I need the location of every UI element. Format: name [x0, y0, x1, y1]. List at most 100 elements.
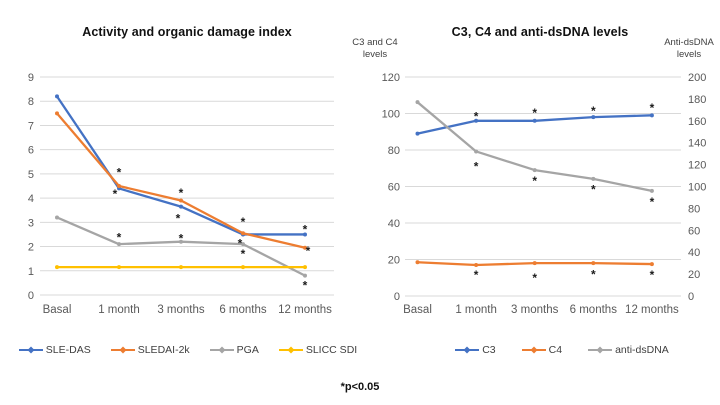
x-category-label: 6 months	[570, 304, 618, 316]
data-point-SLEDAI-2k	[55, 111, 59, 116]
legend-item-anti-dsDNA: anti-dsDNA	[588, 344, 669, 356]
data-point-C4	[415, 260, 420, 265]
legend-item-SLICC SDI: SLICC SDI	[278, 344, 357, 356]
right-y-tick-label: 160	[688, 116, 706, 128]
legend-label: SLEDAI-2k	[137, 344, 190, 356]
data-point-SLEDAI-2k	[179, 198, 183, 203]
significance-asterisk: *	[241, 247, 246, 261]
data-point-C4	[474, 262, 479, 267]
y-tick-label: 9	[28, 72, 34, 84]
significance-asterisk: *	[117, 165, 122, 179]
data-point-SLEDAI-2k	[241, 231, 245, 236]
significance-footnote: *p<0.05	[340, 381, 380, 393]
data-point-C3	[532, 118, 537, 123]
significance-asterisk: *	[306, 244, 311, 258]
data-point-C3	[415, 131, 420, 136]
x-category-label: 1 month	[455, 304, 497, 316]
data-point-SLICC SDI	[55, 265, 59, 270]
legend-line-swatch	[455, 346, 480, 354]
y-tick-label: 8	[28, 96, 34, 108]
y-tick-label: 2	[28, 242, 34, 254]
x-category-label: 12 months	[278, 304, 332, 316]
data-point-SLEDAI-2k	[117, 184, 121, 188]
legend-activity-chart: SLE-DAS SLEDAI-2k PGA SLICC SDI	[8, 344, 368, 356]
data-point-C4	[532, 261, 537, 266]
y-tick-label: 20	[388, 255, 400, 267]
data-point-anti-dsDNA	[415, 100, 420, 105]
data-point-PGA	[303, 273, 307, 278]
legend-label: PGA	[236, 344, 259, 356]
significance-asterisk: *	[117, 231, 122, 245]
significance-asterisk: *	[650, 195, 655, 209]
x-category-label: 3 months	[511, 304, 559, 316]
data-point-C4	[591, 261, 596, 266]
legend-line-swatch	[588, 346, 613, 354]
significance-asterisk: *	[176, 211, 181, 225]
x-category-label: 1 month	[98, 304, 140, 316]
significance-asterisk: *	[591, 182, 596, 196]
data-point-SLICC SDI	[117, 265, 121, 270]
y-tick-label: 6	[28, 145, 34, 157]
chart-title-activity-index: Activity and organic damage index	[82, 25, 292, 39]
significance-asterisk: *	[650, 101, 655, 115]
legend-line-swatch	[278, 346, 303, 354]
y-tick-label: 0	[28, 290, 34, 302]
legend-label: C4	[548, 344, 563, 356]
significance-asterisk: *	[474, 109, 479, 123]
significance-asterisk: *	[650, 268, 655, 282]
data-point-SLE-DAS	[179, 204, 183, 209]
x-category-label: Basal	[43, 304, 72, 316]
data-point-anti-dsDNA	[474, 149, 479, 154]
significance-asterisk: *	[179, 186, 184, 200]
right-y-tick-label: 40	[688, 247, 700, 259]
legend-item-SLEDAI-2k: SLEDAI-2k	[110, 344, 190, 356]
x-category-label: 6 months	[219, 304, 267, 316]
data-point-SLE-DAS	[303, 232, 307, 237]
y-tick-label: 5	[28, 169, 34, 181]
significance-asterisk: *	[303, 278, 308, 292]
legend-label: SLE-DAS	[45, 344, 91, 356]
left-axis-title: C3 and C4 levels	[352, 37, 398, 61]
data-point-C3	[649, 113, 654, 118]
y-tick-label: 3	[28, 217, 34, 229]
significance-asterisk: *	[474, 268, 479, 282]
y-tick-label: 0	[394, 291, 400, 303]
legend-line-swatch	[18, 346, 43, 354]
right-y-tick-label: 100	[688, 182, 706, 194]
legend-line-swatch	[209, 346, 234, 354]
legend-c3c4-chart: C3 C4 anti-dsDNA	[392, 344, 720, 356]
significance-asterisk: *	[474, 160, 479, 174]
right-y-tick-label: 180	[688, 94, 706, 106]
data-point-anti-dsDNA	[649, 188, 654, 193]
data-point-PGA	[55, 215, 59, 220]
right-axis-title: Anti-dsDNA levels	[664, 37, 714, 61]
right-y-tick-label: 80	[688, 203, 700, 215]
significance-asterisk: *	[591, 104, 596, 118]
legend-item-SLE-DAS: SLE-DAS	[18, 344, 91, 356]
significance-asterisk: *	[113, 187, 118, 201]
data-point-PGA	[179, 239, 183, 244]
data-point-PGA	[117, 242, 121, 247]
series-line-SLE-DAS	[55, 95, 307, 236]
data-point-SLICC SDI	[241, 265, 245, 270]
right-y-tick-label: 200	[688, 72, 706, 84]
significance-asterisk: *	[179, 231, 184, 245]
significance-asterisk: *	[532, 271, 537, 285]
y-tick-label: 7	[28, 120, 34, 132]
y-tick-label: 60	[388, 182, 400, 194]
data-point-anti-dsDNA	[591, 176, 596, 181]
data-point-C3	[474, 118, 479, 123]
legend-item-PGA: PGA	[209, 344, 259, 356]
x-category-label: 12 months	[625, 304, 679, 316]
y-tick-label: 100	[382, 109, 400, 121]
x-category-label: Basal	[403, 304, 432, 316]
significance-asterisk: *	[591, 267, 596, 281]
data-point-SLICC SDI	[179, 265, 183, 270]
significance-asterisk: *	[532, 106, 537, 120]
y-tick-label: 80	[388, 145, 400, 157]
right-y-tick-label: 120	[688, 160, 706, 172]
data-point-PGA	[241, 242, 245, 247]
x-category-label: 3 months	[157, 304, 205, 316]
